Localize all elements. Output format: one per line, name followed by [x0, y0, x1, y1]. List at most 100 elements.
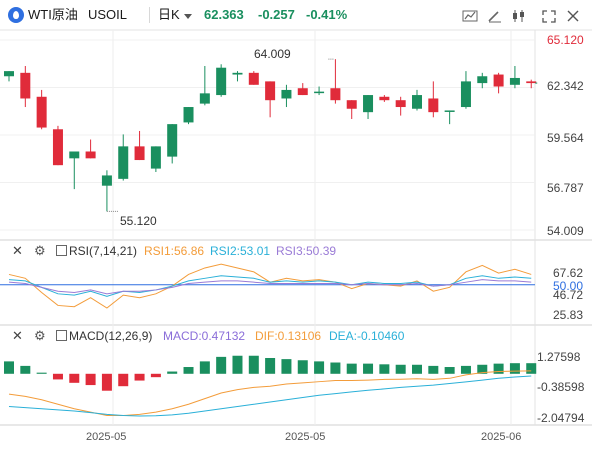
low-annotation: 55.120	[120, 214, 157, 228]
close-icon[interactable]	[564, 8, 582, 24]
rsi1-value: RSI1:56.86	[144, 244, 205, 258]
candle	[314, 91, 325, 94]
macd-bar	[101, 373, 112, 391]
macd-bar	[379, 364, 390, 374]
macd-settings-icon[interactable]: ⚙	[34, 328, 46, 343]
x-axis-label: 2025-05	[285, 431, 326, 443]
macd-bar	[412, 364, 422, 374]
header-divider	[149, 7, 150, 23]
macd-bar	[134, 373, 145, 381]
macd-bar	[526, 363, 537, 374]
rsi-close-icon[interactable]: ✕	[12, 243, 23, 258]
macd-label[interactable]: MACD(12,26,9)	[69, 329, 153, 343]
macd-axis-label: -2.04794	[537, 411, 585, 425]
rsi-axis-label: 46.72	[553, 288, 584, 302]
candle	[265, 81, 276, 101]
macd-bar	[265, 357, 276, 374]
macd-bar	[314, 361, 325, 374]
candle	[150, 146, 161, 169]
price-axis-label: 56.787	[547, 181, 584, 195]
candle	[330, 88, 341, 101]
fullscreen-icon[interactable]	[540, 8, 558, 24]
period-dropdown-icon[interactable]	[184, 14, 192, 19]
symbol-code[interactable]: USOIL	[88, 7, 128, 22]
macd-bar	[363, 363, 374, 374]
macd-axis-label: -0.38598	[537, 380, 585, 394]
rsi-axis-label: 25.83	[553, 308, 584, 322]
period-selector[interactable]: 日K	[158, 7, 180, 22]
candle	[509, 77, 520, 85]
rsi3-value: RSI3:50.39	[276, 244, 337, 258]
candle	[183, 107, 194, 123]
macd-axis-label: 1.27598	[537, 350, 581, 364]
last-price: 62.363	[204, 7, 244, 22]
rsi-axis-label: 67.62	[553, 266, 584, 280]
macd-bar	[85, 373, 96, 386]
candle	[493, 74, 504, 87]
dea-value: DEA:-0.10460	[329, 329, 405, 343]
high-annotation: 64.009	[254, 47, 291, 61]
macd-indicator-icon[interactable]	[56, 330, 67, 341]
candle	[52, 129, 63, 166]
candle	[101, 175, 112, 186]
price-change-percent: -0.41%	[306, 7, 348, 22]
draw-icon[interactable]	[486, 8, 504, 24]
macd-bar	[477, 364, 488, 374]
macd-bar	[493, 363, 504, 374]
macd-bar	[52, 373, 63, 380]
chart-header: WTI原油 USOIL 日K 62.363 -0.257 -0.41%	[0, 0, 592, 30]
price-axis-label: 54.009	[547, 224, 584, 238]
x-axis-label: 2025-06	[481, 431, 522, 443]
candle	[297, 88, 308, 96]
candle	[232, 72, 243, 75]
macd-bar	[36, 372, 47, 374]
compare-icon[interactable]	[461, 8, 479, 24]
candle	[281, 89, 292, 99]
logo-icon	[8, 7, 24, 23]
candle	[36, 96, 47, 128]
rsi-axis-label: 50.00	[553, 279, 584, 293]
candle	[20, 72, 31, 99]
candle	[216, 67, 227, 96]
dea-line	[8, 375, 532, 417]
candle	[4, 71, 14, 77]
candle	[363, 95, 374, 113]
candle	[477, 76, 488, 84]
macd-bar	[297, 360, 308, 374]
rsi-label[interactable]: RSI(7,14,21)	[69, 244, 138, 258]
macd-bar	[183, 367, 194, 374]
macd-bar	[509, 363, 520, 374]
candle	[118, 146, 129, 179]
dif-value: DIF:0.13106	[255, 329, 322, 343]
candle	[412, 95, 422, 109]
macd-bar	[395, 364, 406, 374]
rsi-line	[8, 263, 532, 309]
macd-bar	[118, 373, 129, 387]
candle	[395, 100, 406, 108]
macd-bar	[167, 371, 178, 374]
candle	[167, 124, 178, 157]
macd-bar	[69, 373, 80, 383]
candle	[134, 146, 145, 161]
candle	[69, 151, 80, 159]
candle	[428, 98, 439, 113]
macd-close-icon[interactable]: ✕	[12, 328, 23, 343]
macd-bar	[330, 362, 341, 374]
candle	[85, 151, 96, 159]
macd-value: MACD:0.47132	[163, 329, 246, 343]
rsi-settings-icon[interactable]: ⚙	[34, 243, 46, 258]
price-axis-label: 62.342	[547, 79, 584, 93]
indicator-icon[interactable]	[510, 8, 528, 24]
rsi-line	[8, 275, 532, 297]
rsi-line	[8, 279, 532, 295]
macd-bar	[281, 359, 292, 374]
x-axis-label: 2025-05	[86, 431, 127, 443]
rsi-indicator-icon[interactable]	[56, 245, 67, 256]
symbol-name[interactable]: WTI原油	[28, 7, 78, 22]
candle	[248, 72, 259, 85]
macd-bar	[428, 365, 439, 374]
macd-bar	[232, 355, 243, 374]
candle	[526, 81, 537, 84]
macd-bar	[444, 367, 455, 374]
